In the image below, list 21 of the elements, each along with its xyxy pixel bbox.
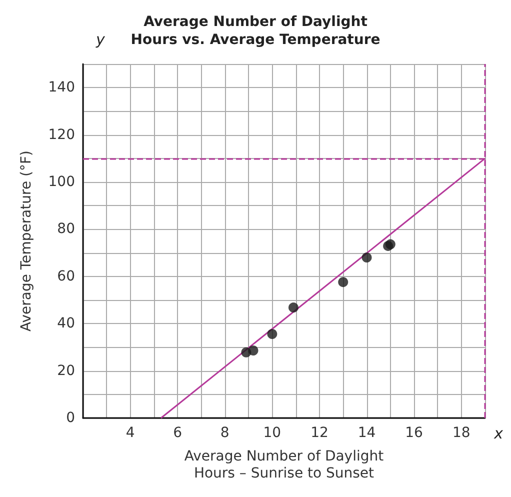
y-tick-label: 100 [48,174,75,190]
y-tick-label: 120 [48,126,75,143]
y-tick-label: 60 [57,268,75,284]
chart-title: Average Number of Daylight Hours vs. Average Temperature [130,14,380,48]
y-tick-label: 20 [57,362,75,379]
x-tick-label: 6 [173,425,182,441]
x-tick-label: 12 [310,425,328,441]
x-axis-title: Average Number of Daylight Hours – Sunrise to Sunset [184,448,384,482]
y-tick-label: 40 [57,316,75,332]
y-tick-label: 0 [66,410,75,426]
y-tick-label: 80 [57,221,75,238]
text: y [95,30,106,48]
x-tick-label: 16 [405,425,424,441]
x-tick-label: 18 [452,425,470,441]
x-tick-label: 4 [126,425,135,441]
x-tick-label: 8 [220,425,230,441]
x-tick-label: 10 [263,425,282,441]
y-axis-title: Average Temperature (°F) [18,150,34,332]
text: x [493,424,504,442]
x-tick-label: 14 [358,425,376,441]
y-tick-label: 140 [48,80,75,96]
